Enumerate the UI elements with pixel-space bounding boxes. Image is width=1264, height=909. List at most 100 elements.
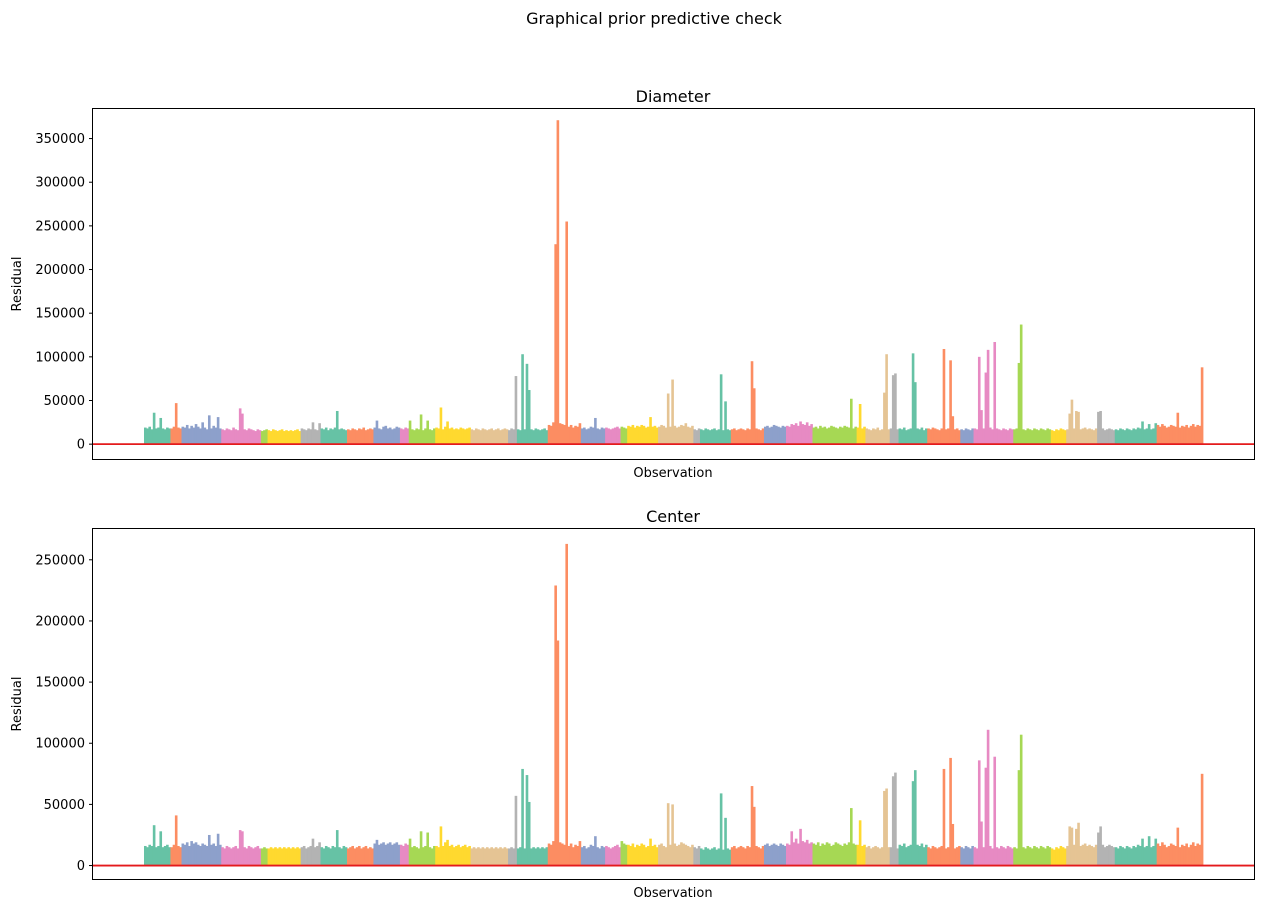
residual-bar — [267, 430, 271, 445]
residual-bar — [876, 847, 880, 866]
residual-bar — [505, 848, 509, 866]
residual-bar — [1090, 845, 1094, 866]
residual-bar — [287, 431, 291, 445]
residual-bar — [421, 430, 425, 445]
residual-bar — [905, 847, 908, 866]
residual-bar — [1013, 429, 1016, 445]
residual-bar — [1191, 842, 1195, 866]
residual-bar — [1011, 848, 1014, 866]
residual-bar — [861, 845, 864, 866]
residual-bar — [969, 430, 972, 445]
residual-bar — [406, 844, 410, 866]
residual-bar — [662, 425, 666, 445]
residual-bar — [565, 543, 568, 866]
residual-bar — [192, 843, 196, 866]
residual-bar — [521, 768, 524, 866]
residual-bar — [1130, 430, 1133, 445]
residual-bar — [624, 844, 628, 866]
residual-bar — [152, 412, 156, 445]
residual-bar — [1046, 845, 1049, 866]
residual-bar — [975, 429, 979, 445]
residual-bar — [1000, 430, 1003, 445]
residual-bar — [1196, 424, 1199, 445]
residual-bar — [477, 847, 480, 866]
residual-bar — [340, 848, 343, 866]
residual-bar — [1044, 848, 1047, 866]
residual-bar — [741, 429, 745, 445]
residual-bar — [391, 429, 394, 445]
residual-bar — [360, 429, 363, 445]
residual-bar — [360, 848, 363, 866]
residual-bar — [1169, 424, 1173, 445]
residual-bar — [527, 801, 531, 866]
residual-bar — [271, 848, 275, 866]
residual-bar — [196, 844, 200, 866]
residual-bar — [424, 845, 427, 866]
residual-bar — [483, 429, 487, 445]
residual-bar — [880, 847, 884, 866]
residual-bar — [340, 428, 343, 445]
residual-bar — [349, 847, 352, 866]
residual-bar — [814, 426, 818, 445]
residual-bar — [578, 841, 582, 866]
residual-bar — [938, 430, 941, 445]
residual-bar — [322, 429, 326, 445]
residual-bar — [313, 429, 317, 445]
residual-bar — [543, 848, 546, 866]
residual-bar — [168, 847, 171, 866]
residual-bar — [1024, 848, 1027, 866]
residual-bar — [631, 843, 635, 866]
residual-bar — [260, 431, 264, 445]
residual-bar — [693, 847, 696, 866]
residual-bar — [916, 428, 919, 445]
residual-bar — [1191, 424, 1195, 445]
residual-bar — [730, 429, 734, 445]
residual-bar — [1030, 848, 1034, 866]
residual-bar — [759, 430, 763, 445]
residual-bar — [724, 401, 727, 445]
residual-bar — [947, 847, 950, 866]
y-tick-label: 200000 — [35, 263, 85, 278]
residual-bar — [624, 428, 628, 445]
residual-bar — [1174, 426, 1177, 445]
residual-bar — [1075, 828, 1078, 866]
residual-bar — [369, 428, 372, 445]
residual-bar — [572, 847, 575, 866]
residual-bar — [1030, 430, 1034, 445]
residual-bar — [589, 426, 593, 445]
center-plot-frame — [92, 528, 1255, 880]
residual-bar — [715, 849, 719, 866]
residual-bar — [925, 428, 928, 445]
residual-bar — [1123, 848, 1127, 866]
residual-bar — [1066, 429, 1069, 445]
residual-bar — [452, 847, 456, 866]
residual-bar — [205, 845, 209, 866]
residual-bar — [1077, 411, 1080, 445]
residual-bar — [1048, 847, 1052, 866]
residual-bar — [649, 417, 652, 445]
residual-bar — [766, 425, 769, 445]
residual-bar — [185, 842, 189, 866]
residual-bar — [519, 430, 522, 445]
residual-bar — [1141, 421, 1144, 445]
residual-bar — [194, 424, 198, 445]
diameter-plot-frame — [92, 108, 1255, 460]
residual-bar — [911, 353, 915, 445]
residual-bar — [797, 425, 800, 445]
residual-bar — [702, 849, 705, 866]
diameter-panel: Diameter 0 50000 100000 150000 200000 250000 3… — [10, 87, 1255, 481]
residual-bar — [1139, 428, 1142, 445]
residual-bar — [872, 428, 875, 445]
residual-bar — [865, 847, 869, 866]
residual-bar — [955, 428, 959, 445]
residual-bar — [192, 427, 196, 445]
residual-bar — [395, 842, 399, 866]
residual-bar — [172, 844, 176, 866]
residual-bar — [313, 847, 317, 866]
residual-bar — [845, 844, 849, 866]
residual-bar — [913, 770, 917, 866]
residual-bar — [1185, 843, 1188, 866]
residual-bar — [613, 845, 617, 866]
residual-bar — [437, 847, 441, 866]
residual-bar — [307, 428, 310, 445]
